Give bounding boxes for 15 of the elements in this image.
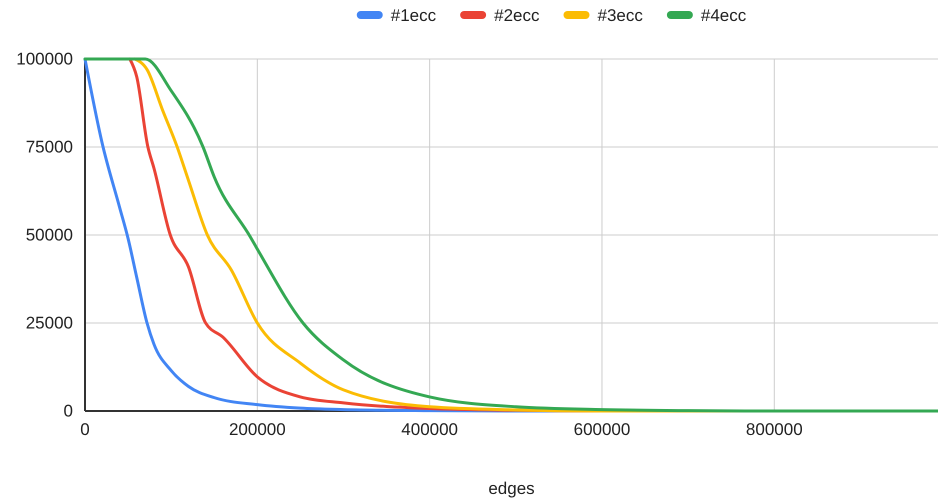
y-tick-label: 0: [64, 401, 73, 420]
y-tick-label: 100000: [16, 49, 73, 68]
legend-label: #2ecc: [494, 6, 540, 25]
x-axis-title: edges: [488, 479, 535, 498]
x-tick-label: 800000: [746, 420, 803, 440]
legend-label: #3ecc: [598, 6, 644, 25]
y-tick-label: 25000: [26, 313, 73, 332]
x-tick-label: 200000: [228, 420, 286, 440]
legend-label: #4ecc: [700, 6, 747, 25]
x-tick-label: 400000: [401, 420, 458, 440]
x-tick-label: 600000: [574, 420, 630, 440]
y-tick-label: 50000: [26, 225, 73, 244]
y-tick-label: 75000: [26, 137, 73, 156]
legend-label: #1ecc: [390, 6, 437, 25]
x-tick-label: 0: [80, 420, 90, 440]
